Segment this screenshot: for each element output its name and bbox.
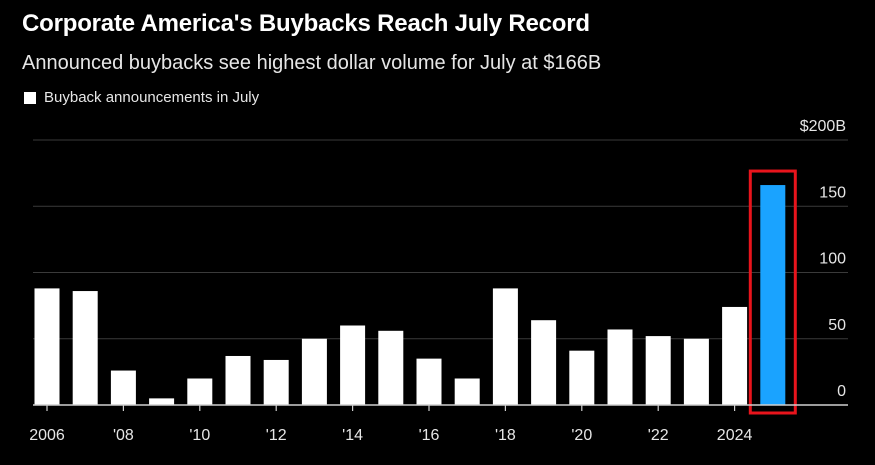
chart-title: Corporate America's Buybacks Reach July …: [22, 10, 590, 37]
bar: [492, 288, 518, 405]
x-tick-label: '14: [342, 427, 363, 444]
chart-subtitle: Announced buybacks see highest dollar vo…: [22, 52, 602, 74]
x-tick-label: '12: [266, 427, 287, 444]
bar: [683, 338, 709, 405]
x-tick-label: '08: [113, 427, 134, 444]
bar: [187, 378, 213, 405]
highlight-box: [748, 169, 797, 415]
bar: [72, 291, 98, 405]
bar: [34, 288, 60, 405]
y-tick-label: $200B: [800, 118, 846, 135]
bar: [722, 306, 748, 405]
bar: [569, 350, 595, 405]
y-tick-label: 100: [819, 251, 846, 268]
bar: [645, 336, 671, 405]
bar: [340, 325, 366, 405]
x-tick-label: '18: [495, 427, 516, 444]
bar: [301, 338, 327, 405]
bar: [416, 358, 442, 405]
bar-highlight: [760, 185, 786, 405]
x-tick-label: '22: [648, 427, 669, 444]
x-tick-label: '16: [419, 427, 440, 444]
y-tick-label: 50: [828, 317, 846, 334]
bar: [225, 355, 251, 405]
y-tick-label: 0: [837, 383, 846, 400]
bar: [607, 329, 633, 405]
x-tick-label: '20: [571, 427, 592, 444]
x-tick-label: '10: [189, 427, 210, 444]
y-tick-label: 150: [819, 184, 846, 201]
bar: [378, 330, 404, 405]
bar: [110, 370, 136, 405]
legend-label: Buyback announcements in July: [44, 89, 260, 106]
legend-swatch: [24, 91, 36, 104]
bar: [149, 398, 175, 405]
bar: [531, 320, 557, 405]
bar: [454, 378, 480, 405]
x-tick-label: 2024: [717, 427, 753, 444]
legend: Buyback announcements in July: [24, 89, 259, 106]
bar: [263, 359, 289, 405]
x-tick-label: 2006: [29, 427, 65, 444]
